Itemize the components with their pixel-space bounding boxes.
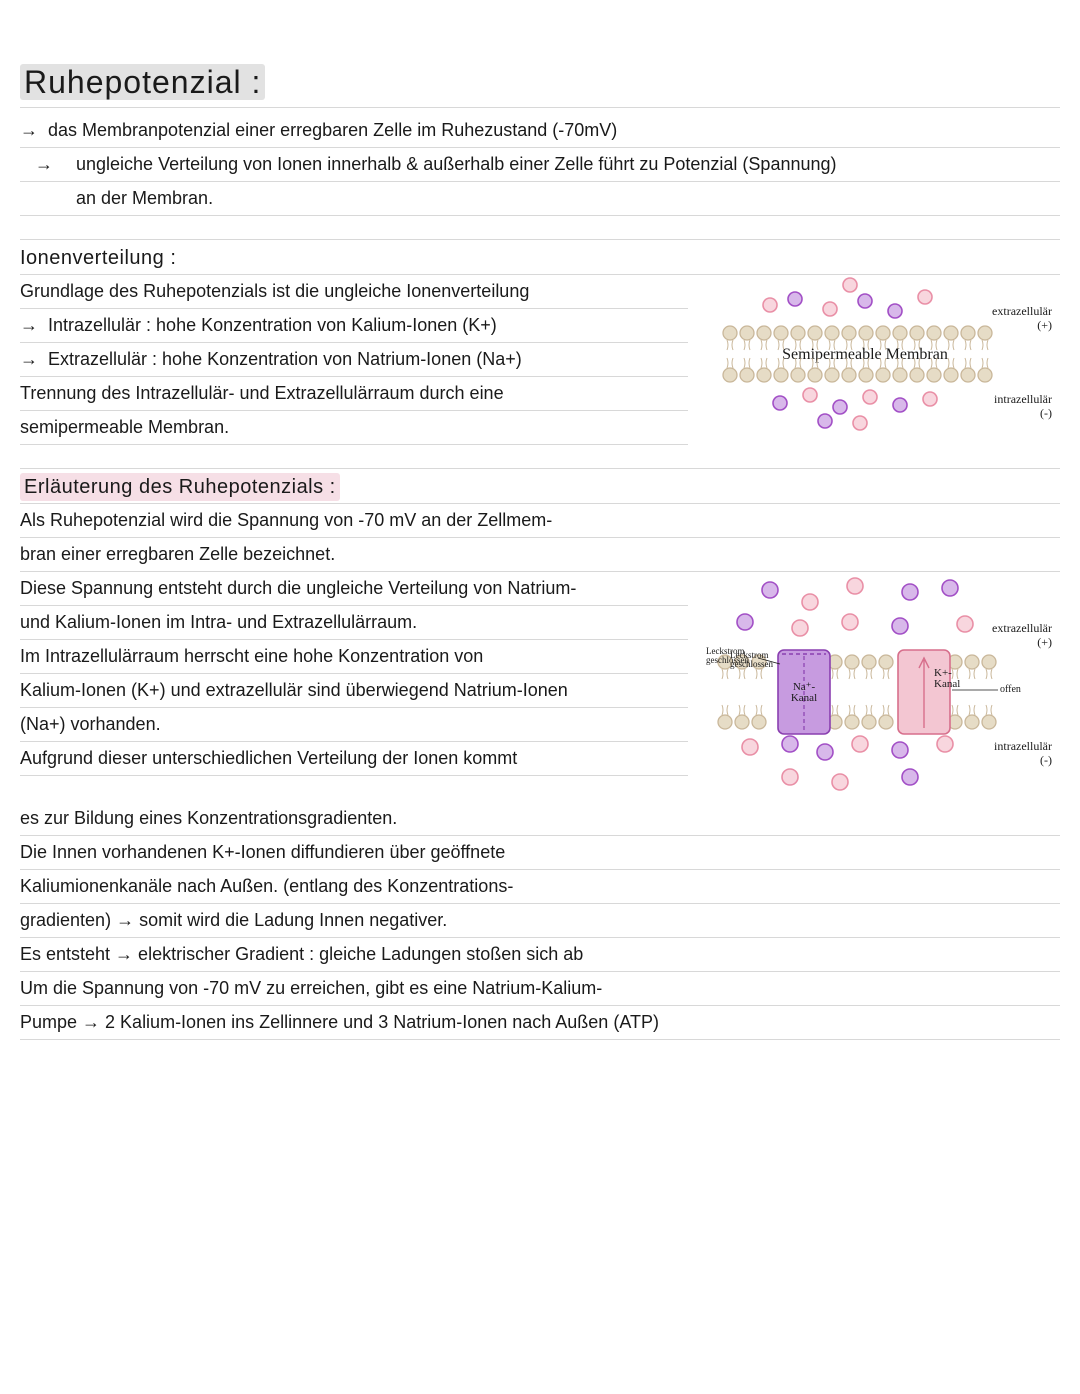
s2-l10-text: Die Innen vorhandenen K+-Ionen diffundie… — [20, 840, 505, 865]
s1-l4: Trennung des Intrazellulär- und Extrazel… — [20, 377, 688, 411]
intro-line-1: → das Membranpotenzial einer erregbaren … — [20, 114, 1060, 148]
intro-line-2: → ungleiche Verteilung von Ionen innerha… — [20, 148, 1060, 182]
s1-l4-text: Trennung des Intrazellulär- und Extrazel… — [20, 381, 504, 406]
s1-l3-text: Extrazellulär : hohe Konzentration von N… — [48, 347, 522, 372]
section2-head-line: Erläuterung des Ruhepotenzials : — [20, 469, 1060, 504]
blank-line — [20, 445, 1060, 469]
blank-line — [20, 216, 1060, 240]
s2-l14-text: Um die Spannung von -70 mV zu erreichen,… — [20, 976, 602, 1001]
s2-l7: (Na+) vorhanden. — [20, 708, 688, 742]
section2-body: Diese Spannung entsteht durch die unglei… — [20, 572, 1060, 802]
s2-l5: Im Intrazellulärraum herrscht eine hohe … — [20, 640, 688, 674]
svg-text:extrazellulär: extrazellulär — [992, 621, 1052, 635]
intro-line-3: an der Membran. — [20, 182, 1060, 216]
svg-text:extrazellulär: extrazellulär — [992, 304, 1052, 318]
title-text: Ruhepotenzial : — [20, 64, 265, 100]
s2-l9-text: es zur Bildung eines Konzentrationsgradi… — [20, 806, 397, 831]
arrow-icon: → — [20, 313, 48, 338]
s1-l2-text: Intrazellulär : hohe Konzentration von K… — [48, 313, 497, 338]
svg-text:intrazellulär: intrazellulär — [994, 392, 1052, 406]
arrow-icon: → — [20, 118, 48, 143]
s2-l2-text: bran einer erregbaren Zelle bezeichnet. — [20, 542, 335, 567]
s2-l11: Kaliumionenkanäle nach Außen. (entlang d… — [20, 870, 1060, 904]
s2-l14: Um die Spannung von -70 mV zu erreichen,… — [20, 972, 1060, 1006]
s2-l3-text: Diese Spannung entsteht durch die unglei… — [20, 576, 576, 601]
s1-l2: →Intrazellulär : hohe Konzentration von … — [20, 309, 688, 343]
s2-l8: Aufgrund dieser unterschiedlichen Vertei… — [20, 742, 688, 776]
s1-l1: Grundlage des Ruhepotenzials ist die ung… — [20, 275, 688, 309]
s2-l6: Kalium-Ionen (K+) und extrazellulär sind… — [20, 674, 688, 708]
s2-l1: Als Ruhepotenzial wird die Spannung von … — [20, 504, 1060, 538]
s2-l13: Es entsteht → elektrischer Gradient : gl… — [20, 938, 1060, 972]
s2-l15-text: Pumpe → 2 Kalium-Ionen ins Zellinnere un… — [20, 1010, 659, 1035]
s1-l1-text: Grundlage des Ruhepotenzials ist die ung… — [20, 279, 529, 304]
s2-l15: Pumpe → 2 Kalium-Ionen ins Zellinnere un… — [20, 1006, 1060, 1040]
figure-2: Na⁺-KanalK+-KanalLeckstromgeschlossenLec… — [700, 572, 1060, 802]
s2-l8-text: Aufgrund dieser unterschiedlichen Vertei… — [20, 746, 517, 771]
svg-text:K+-Kanal: K+-Kanal — [934, 667, 960, 690]
section1-body: Grundlage des Ruhepotenzials ist die ung… — [20, 275, 1060, 445]
s2-l2: bran einer erregbaren Zelle bezeichnet. — [20, 538, 1060, 572]
intro-text-2: ungleiche Verteilung von Ionen innerhalb… — [76, 152, 837, 177]
intro-text-1: das Membranpotenzial einer erregbaren Ze… — [48, 118, 617, 143]
s2-l12: gradienten) → somit wird die Ladung Inne… — [20, 904, 1060, 938]
svg-text:intrazellulär: intrazellulär — [994, 739, 1052, 753]
s1-l5-text: semipermeable Membran. — [20, 415, 229, 440]
section1-head-line: Ionenverteilung : — [20, 240, 1060, 275]
s2-l13-text: Es entsteht → elektrischer Gradient : gl… — [20, 942, 583, 967]
section2-head: Erläuterung des Ruhepotenzials : — [20, 473, 340, 501]
s2-l11-text: Kaliumionenkanäle nach Außen. (entlang d… — [20, 874, 513, 899]
svg-text:offen: offen — [1000, 684, 1021, 695]
page: Ruhepotenzial : → das Membranpotenzial e… — [20, 60, 1060, 1040]
svg-text:(-): (-) — [1040, 406, 1052, 420]
s1-l3: →Extrazellulär : hohe Konzentration von … — [20, 343, 688, 377]
figure-1: Semipermeable Membran extrazellulär(+) int… — [700, 275, 1060, 445]
s2-l1-text: Als Ruhepotenzial wird die Spannung von … — [20, 508, 552, 533]
svg-text:(+): (+) — [1037, 635, 1052, 649]
section2-text: Diese Spannung entsteht durch die unglei… — [20, 572, 688, 802]
membrane-diagram-icon: Semipermeable Membran extrazellulär(+) int… — [700, 275, 1060, 445]
arrow-icon: → — [20, 152, 76, 177]
intro-text-3: an der Membran. — [76, 186, 213, 211]
s2-l7-text: (Na+) vorhanden. — [20, 712, 161, 737]
channel-diagram-icon: Na⁺-KanalK+-KanalLeckstromgeschlossenLec… — [700, 572, 1060, 802]
page-title: Ruhepotenzial : — [20, 60, 1060, 108]
s2-l12-text: gradienten) → somit wird die Ladung Inne… — [20, 908, 447, 933]
section1-text: Grundlage des Ruhepotenzials ist die ung… — [20, 275, 688, 445]
s2-l6-text: Kalium-Ionen (K+) und extrazellulär sind… — [20, 678, 568, 703]
s2-l9: es zur Bildung eines Konzentrationsgradi… — [20, 802, 1060, 836]
svg-text:(+): (+) — [1037, 318, 1052, 332]
arrow-icon: → — [20, 347, 48, 372]
section1-head: Ionenverteilung : — [20, 244, 176, 272]
svg-text:Semipermeable Membran: Semipermeable Membran — [782, 346, 948, 363]
svg-text:Leckstromgeschlossen: Leckstromgeschlossen — [706, 646, 749, 665]
s2-l3: Diese Spannung entsteht durch die unglei… — [20, 572, 688, 606]
s2-l10: Die Innen vorhandenen K+-Ionen diffundie… — [20, 836, 1060, 870]
svg-text:(-): (-) — [1040, 753, 1052, 767]
svg-text:Na⁺-Kanal: Na⁺-Kanal — [791, 681, 817, 704]
s2-l5-text: Im Intrazellulärraum herrscht eine hohe … — [20, 644, 483, 669]
s2-l4-text: und Kalium-Ionen im Intra- und Extrazell… — [20, 610, 417, 635]
s2-l4: und Kalium-Ionen im Intra- und Extrazell… — [20, 606, 688, 640]
s1-l5: semipermeable Membran. — [20, 411, 688, 445]
